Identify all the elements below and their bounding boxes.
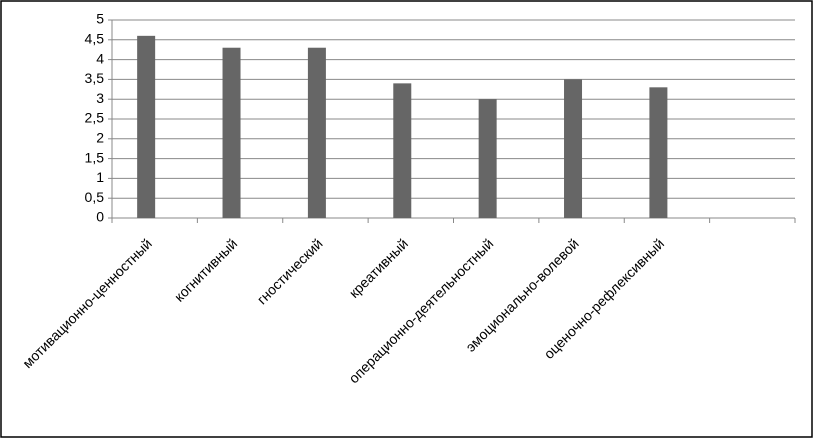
bar bbox=[222, 47, 241, 218]
y-tick-label: 4,5 bbox=[85, 31, 105, 47]
bar bbox=[649, 87, 668, 218]
bar bbox=[137, 35, 156, 219]
y-tick-label: 1 bbox=[96, 169, 104, 185]
y-tick-label: 1,5 bbox=[85, 149, 105, 165]
bar bbox=[393, 83, 412, 218]
y-tick-label: 5 bbox=[96, 11, 104, 27]
bar bbox=[307, 47, 326, 218]
y-tick-label: 0 bbox=[96, 209, 104, 225]
y-tick-label: 4 bbox=[96, 50, 104, 66]
y-tick-label: 0,5 bbox=[85, 189, 105, 205]
bar bbox=[564, 79, 583, 219]
bar bbox=[478, 99, 497, 218]
y-tick-label: 2 bbox=[96, 130, 104, 146]
y-tick-label: 3,5 bbox=[85, 70, 105, 86]
y-tick-label: 3 bbox=[96, 90, 104, 106]
y-tick-label: 2,5 bbox=[85, 110, 105, 126]
